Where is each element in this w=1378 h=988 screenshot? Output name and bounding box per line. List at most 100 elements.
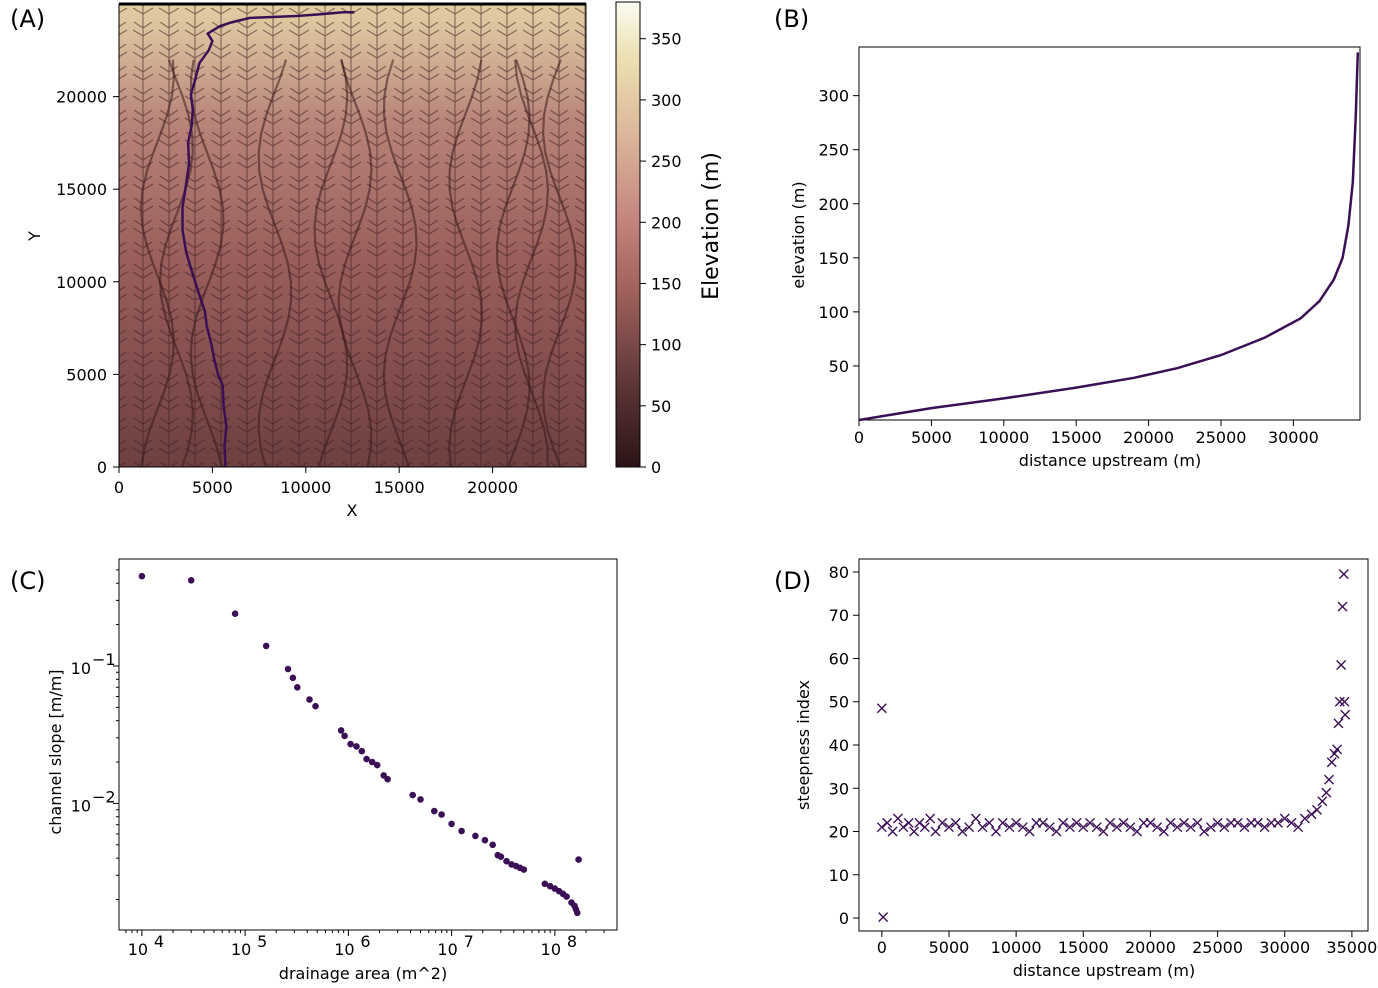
slope-area-point [575,856,582,863]
steepness-point [1064,822,1075,833]
steepness-point [909,826,920,837]
slope-area-ticks: 10 4 10 5 10 6 10 7 10 810 −110 −2 [71,569,605,959]
slope-area-xtick-exp: 4 [154,932,164,951]
slope-area-point [294,684,301,691]
valley-lines [139,59,578,467]
slope-area-point [284,665,292,673]
steepness-point [930,826,941,837]
steepness-point [876,822,887,833]
map-ytick-label: 0 [97,458,107,477]
slope-area-frame [118,558,618,931]
slope-area-xtick-base: 10 [231,940,251,959]
steepness-point [1321,787,1332,798]
slope-area-point [438,811,445,818]
slope-area-point [417,796,424,803]
profile-xtick-label: 25000 [1196,428,1247,447]
colorbar-tick-label: 350 [651,30,682,49]
slope-area-point [574,909,581,917]
slope-area-point [448,820,455,828]
steepness-point [1259,822,1270,833]
valley-line [313,59,349,467]
steepness-point [1317,796,1328,807]
steepness-ytick-label: 10 [829,866,849,885]
steepness-ytick-label: 50 [829,693,849,712]
steepness-point [919,822,930,833]
steepness-point [914,817,925,828]
map-frame [118,3,587,468]
steepness-xtick-label: 25000 [1192,938,1243,957]
steepness-point [1179,817,1190,828]
map-xtick-label: 10000 [280,478,331,497]
steepness-ticks: 0 5000 10000 15000 20000 25000 30000 35000 0 10 20… [829,563,1378,957]
slope-area-point [187,577,195,584]
steepness-point [1333,718,1344,729]
slope-area-point [289,674,297,682]
steepness-point [1051,826,1062,837]
colorbar-tick-label: 50 [651,397,671,416]
colorbar-tick-label: 300 [651,91,682,110]
profile-frame [858,46,1361,421]
steepness-xtick-label: 30000 [1259,938,1310,957]
steepness-point [964,822,975,833]
panel-b: 0 5000 10000 15000 20000 25000 30000 50 100 150 20… [789,46,1361,470]
valley-line [337,59,373,467]
colorbar [615,1,641,468]
steepness-point [1332,744,1343,755]
map-xtick-label: 20000 [467,478,518,497]
panel-a: 0 5000 10000 15000 2000005000100001500020000… [25,1,724,520]
steepness-point [1340,709,1351,720]
slope-area-point [481,836,489,844]
steepness-point [1299,813,1310,824]
panel-c: 10 4 10 5 10 6 10 7 10 810 −110 −2 drainage area (m… [46,558,618,983]
steepness-point [1205,822,1216,833]
slope-area-xtick-base: 10 [334,940,354,959]
steepness-point [1306,809,1317,820]
steepness-point [1125,822,1136,833]
steepness-point [1326,757,1337,768]
steepness-ytick-label: 80 [829,563,849,582]
slope-area-xtick-exp: 7 [464,932,474,951]
steepness-point [878,912,889,923]
steepness-ytick-label: 40 [829,736,849,755]
steepness-point [957,826,968,837]
steepness-point [950,817,961,828]
steepness-ylabel: steepness index [794,680,813,810]
valley-line [495,59,531,467]
colorbar-tick-label: 200 [651,213,682,232]
slope-area-point [503,857,510,865]
slope-area-xtick-exp: 8 [567,932,577,951]
steepness-point [1145,817,1156,828]
map-ticks: 0 5000 10000 15000 20000 0 5000 10000 15000 20000 [56,88,518,497]
steepness-point [1199,826,1210,837]
steepness-point [1334,696,1345,707]
slope-area-point [353,743,360,750]
steepness-point [1078,822,1089,833]
steepness-ytick-label: 0 [839,909,849,928]
slope-area-ytick-exp: −1 [92,650,116,669]
profile-ytick-label: 50 [829,357,849,376]
profile-ylabel: elevation (m) [789,181,808,288]
steepness-points [876,569,1351,923]
steepness-xtick-label: 5000 [929,938,970,957]
steepness-xtick-label: 20000 [1125,938,1176,957]
slope-area-point [347,740,354,748]
steepness-point [1111,822,1122,833]
steepness-frame [858,558,1369,932]
slope-area-point [541,880,549,888]
steepness-point [1071,817,1082,828]
slope-area-xtick-base: 10 [128,940,148,959]
steepness-point [898,822,909,833]
steepness-xtick-label: 35000 [1326,938,1377,957]
slope-area-point [489,841,497,849]
steepness-point [1339,696,1350,707]
profile-line [858,52,1360,422]
steepness-xtick-label: 15000 [1058,938,1109,957]
steepness-point [1337,601,1348,612]
colorbar-ticks: 0 50 100 150 200 250 300 350 [640,30,682,477]
colorbar-tick-label: 250 [651,152,682,171]
steepness-point [1273,817,1284,828]
slope-area-xtick-base: 10 [541,940,561,959]
steepness-ytick-label: 20 [829,823,849,842]
slope-area-point [520,866,528,873]
